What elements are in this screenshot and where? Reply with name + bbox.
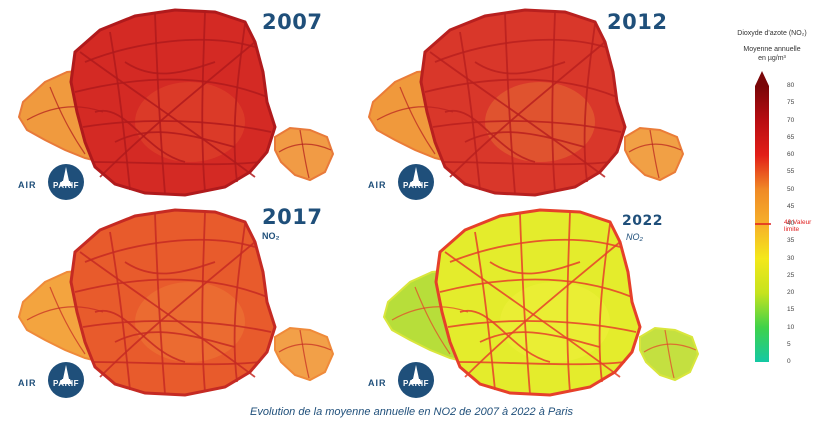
scale-tick-label: 20 [787,289,795,296]
airparif-logo: AIR PARIF [368,158,448,204]
map-panel-2022: 2022 NO₂ AIR PARIF [350,200,720,400]
logo-disc-label: PARIF [403,181,429,190]
paris-map-2007 [17,8,335,197]
logo-disc: PARIF [398,164,434,200]
year-label-2022: 2022 [622,213,663,229]
legend-subtitle: Moyenne annuelle [743,46,801,53]
paris-map-2022 [382,208,700,397]
scale-tick-label: 55 [787,168,795,176]
logo-disc: PARIF [48,362,84,398]
year-label-2012: 2012 [607,10,668,34]
airparif-logo: AIR PARIF [18,158,98,204]
logo-disc: PARIF [48,164,84,200]
scale-tick-label: 40 [787,220,795,227]
scale-tick-label: 50 [787,185,795,193]
logo-text: AIR [368,180,387,190]
scale-tick-label: 35 [787,237,795,245]
scale-tick-label: 15 [787,306,795,314]
scale-tick-label: 75 [787,99,795,107]
logo-text: AIR [368,378,387,388]
scale-tick-label: 80 [787,82,795,89]
logo-disc-label: PARIF [403,379,429,388]
map-panel-2012: 2012 AIR PARIF [350,0,690,200]
logo-disc-label: PARIF [53,181,79,190]
logo-text: AIR [18,180,37,190]
year-label-2007: 2007 [262,10,323,34]
scale-tick-label: 10 [787,323,795,331]
figure-caption: Evolution de la moyenne annuelle en NO2 … [250,406,573,418]
logo-disc-label: PARIF [53,379,79,388]
year-label-2017: 2017 [262,205,323,229]
airparif-logo: AIR PARIF [368,356,448,402]
map-panel-2017: 2017 NO₂ AIR PARIF [0,200,340,400]
map-panel-2007: 2007 AIR PARIF [0,0,340,200]
scale-tick-label: 45 [787,202,795,210]
pollutant-label-2017: NO₂ [262,231,280,241]
paris-map-2012 [367,8,685,197]
scale-tick-label: 60 [787,151,795,158]
legend-title: Dioxyde d'azote (NO₂) [737,30,807,37]
scale-tick-label: 30 [787,254,795,262]
scale-tick-label: 65 [787,133,795,141]
airparif-logo: AIR PARIF [18,356,98,402]
paris-map-2017 [17,208,335,397]
eiffel-tower-icon [410,365,422,384]
eiffel-tower-icon [410,167,422,186]
scale-tick-label: 25 [787,271,795,279]
color-scale-bar [755,71,771,362]
eiffel-tower-icon [60,167,72,186]
limit-value-label: 40 Valeur limite [784,219,812,233]
logo-disc: PARIF [398,362,434,398]
scale-tick-label: 5 [787,340,791,348]
logo-text: AIR [18,378,37,388]
scale-tick-label: 70 [787,116,795,124]
legend-unit: en µg/m³ [758,55,786,62]
pollutant-label-2022: NO₂ [626,232,643,242]
scale-tick-label: 0 [787,358,791,365]
eiffel-tower-icon [60,365,72,384]
